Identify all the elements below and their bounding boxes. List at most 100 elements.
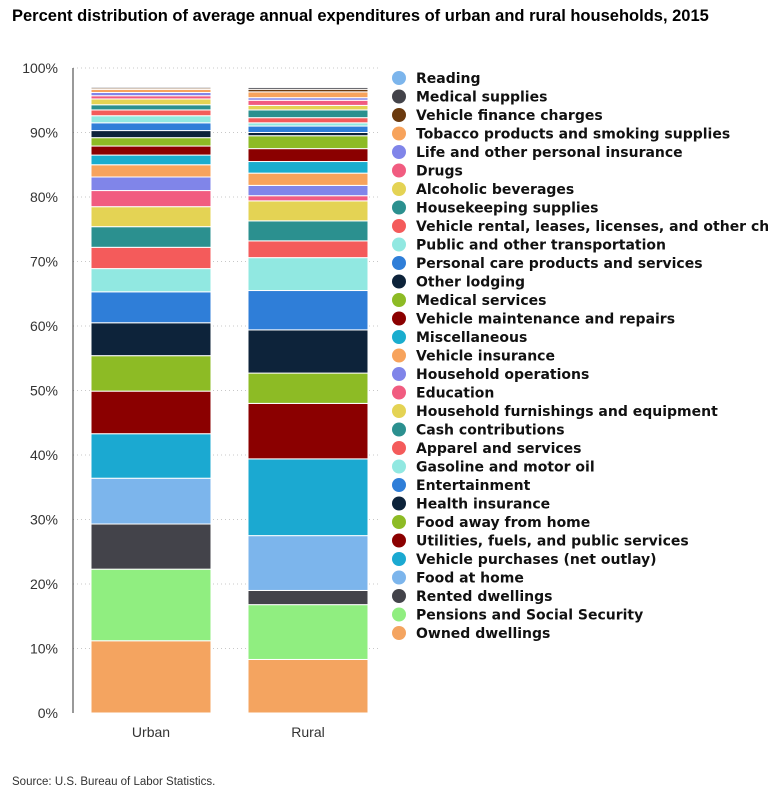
y-tick-label: 60% xyxy=(30,318,58,334)
legend-swatch xyxy=(392,533,406,548)
bar-segment[interactable] xyxy=(247,589,369,606)
y-tick-label: 80% xyxy=(30,189,58,205)
legend-item[interactable]: Medical services xyxy=(392,293,546,309)
bar-segment[interactable] xyxy=(90,190,212,208)
legend-item[interactable]: Utilities, fuels, and public services xyxy=(392,533,689,550)
bar-segment[interactable] xyxy=(247,658,369,714)
legend-item[interactable]: Personal care products and services xyxy=(392,256,703,272)
bar-segment[interactable] xyxy=(90,246,212,270)
bar-segment[interactable] xyxy=(90,523,212,570)
legend-item[interactable]: Miscellaneous xyxy=(392,330,527,346)
legend-item[interactable]: Vehicle rental, leases, licenses, and ot… xyxy=(392,219,768,235)
legend-item[interactable]: Household operations xyxy=(392,367,589,383)
legend-swatch xyxy=(392,385,406,400)
bar-segment[interactable] xyxy=(247,109,369,119)
bar-segment[interactable] xyxy=(90,104,212,111)
legend-item[interactable]: Gasoline and motor oil xyxy=(392,459,595,476)
bar-segment[interactable] xyxy=(90,355,212,392)
legend-item[interactable]: Vehicle finance charges xyxy=(392,108,603,124)
legend-item[interactable]: Other lodging xyxy=(392,274,525,291)
legend-item[interactable]: Food at home xyxy=(392,570,524,587)
bar-segment[interactable] xyxy=(247,200,369,222)
bar-segment[interactable] xyxy=(90,98,212,106)
bar-segment[interactable] xyxy=(90,122,212,132)
bar-segment[interactable] xyxy=(90,390,212,435)
bar-segment[interactable] xyxy=(247,125,369,134)
bar-segment[interactable] xyxy=(90,145,212,156)
bar-segment[interactable] xyxy=(90,568,212,642)
legend-label: Cash contributions xyxy=(416,423,565,439)
bar-segment[interactable] xyxy=(247,604,369,660)
legend-item[interactable]: Reading xyxy=(392,71,481,87)
bar-segment[interactable] xyxy=(90,85,212,88)
bar-segment[interactable] xyxy=(90,137,212,147)
legend-item[interactable]: Owned dwellings xyxy=(392,626,550,642)
bar-segment[interactable] xyxy=(247,535,369,591)
bar-segment[interactable] xyxy=(90,154,212,166)
bar-segment[interactable] xyxy=(247,117,369,124)
legend-item[interactable]: Vehicle maintenance and repairs xyxy=(392,311,675,328)
legend-label: Utilities, fuels, and public services xyxy=(416,534,689,550)
bar-segment[interactable] xyxy=(247,372,369,404)
bar-segment[interactable] xyxy=(247,220,369,242)
legend-item[interactable]: Medical supplies xyxy=(392,89,547,106)
bar-segment[interactable] xyxy=(90,477,212,525)
bar-segment[interactable] xyxy=(90,640,212,714)
legend-item[interactable]: Vehicle insurance xyxy=(392,348,555,365)
bar-segment[interactable] xyxy=(90,206,212,228)
legend-label: Housekeeping supplies xyxy=(416,201,599,217)
bar-segment[interactable] xyxy=(247,172,369,186)
bar-segment[interactable] xyxy=(90,322,212,357)
bar-segment[interactable] xyxy=(247,99,369,106)
legend-item[interactable]: Drugs xyxy=(392,163,463,180)
bar-segment[interactable] xyxy=(90,291,212,324)
bar-segment[interactable] xyxy=(247,184,369,197)
y-tick-label: 90% xyxy=(30,125,58,141)
bar-segment[interactable] xyxy=(247,402,369,460)
legend-item[interactable]: Pensions and Social Security xyxy=(392,607,643,624)
legend-item[interactable]: Public and other transportation xyxy=(392,237,666,254)
legend-swatch xyxy=(392,274,406,289)
legend-item[interactable]: Housekeeping supplies xyxy=(392,200,599,217)
y-tick-label: 100% xyxy=(22,60,58,76)
bar-segment[interactable] xyxy=(90,130,212,139)
bar-segment[interactable] xyxy=(247,161,369,174)
bar-segment[interactable] xyxy=(247,257,369,292)
bar-segment[interactable] xyxy=(247,148,369,163)
bar-segment[interactable] xyxy=(90,164,212,178)
bar-segment[interactable] xyxy=(90,226,212,248)
bar-segment[interactable] xyxy=(90,109,212,117)
y-axis: 0% 10% 20% 30% 40% 50% 60% 70% 80% 90% 100% xyxy=(22,60,74,721)
bar-segment[interactable] xyxy=(247,135,369,150)
bar-segment[interactable] xyxy=(90,433,212,479)
legend-item[interactable]: Food away from home xyxy=(392,515,590,531)
bar-segment[interactable] xyxy=(247,195,369,202)
legend-swatch xyxy=(392,515,406,529)
legend-item[interactable]: Apparel and services xyxy=(392,441,582,457)
legend-item[interactable]: Life and other personal insurance xyxy=(392,145,683,161)
legend-item[interactable]: Tobacco products and smoking supplies xyxy=(392,126,730,143)
bar-segment[interactable] xyxy=(247,290,369,331)
bar-stacks xyxy=(90,85,369,714)
bar-segment[interactable] xyxy=(247,240,369,259)
legend-label: Health insurance xyxy=(416,497,550,513)
bar-segment[interactable] xyxy=(90,176,212,192)
bar-segment[interactable] xyxy=(247,458,369,537)
legend-item[interactable]: Education xyxy=(392,385,494,402)
bar-segment[interactable] xyxy=(90,115,212,124)
legend-item[interactable]: Health insurance xyxy=(392,496,550,513)
legend-item[interactable]: Vehicle purchases (net outlay) xyxy=(392,552,656,568)
bar-segment[interactable] xyxy=(247,329,369,374)
x-category-label: Urban xyxy=(132,724,170,740)
legend-item[interactable]: Alcoholic beverages xyxy=(392,182,574,198)
bar-segment[interactable] xyxy=(90,268,212,293)
legend-item[interactable]: Entertainment xyxy=(392,478,531,494)
legend-label: Medical services xyxy=(416,293,546,309)
bar-segment[interactable] xyxy=(247,86,369,88)
bar-segment[interactable] xyxy=(247,104,369,111)
legend-item[interactable]: Cash contributions xyxy=(392,422,565,439)
bar-segment[interactable] xyxy=(247,91,369,99)
legend-item[interactable]: Rented dwellings xyxy=(392,589,553,605)
legend-swatch xyxy=(392,404,406,418)
legend-item[interactable]: Household furnishings and equipment xyxy=(392,404,718,420)
